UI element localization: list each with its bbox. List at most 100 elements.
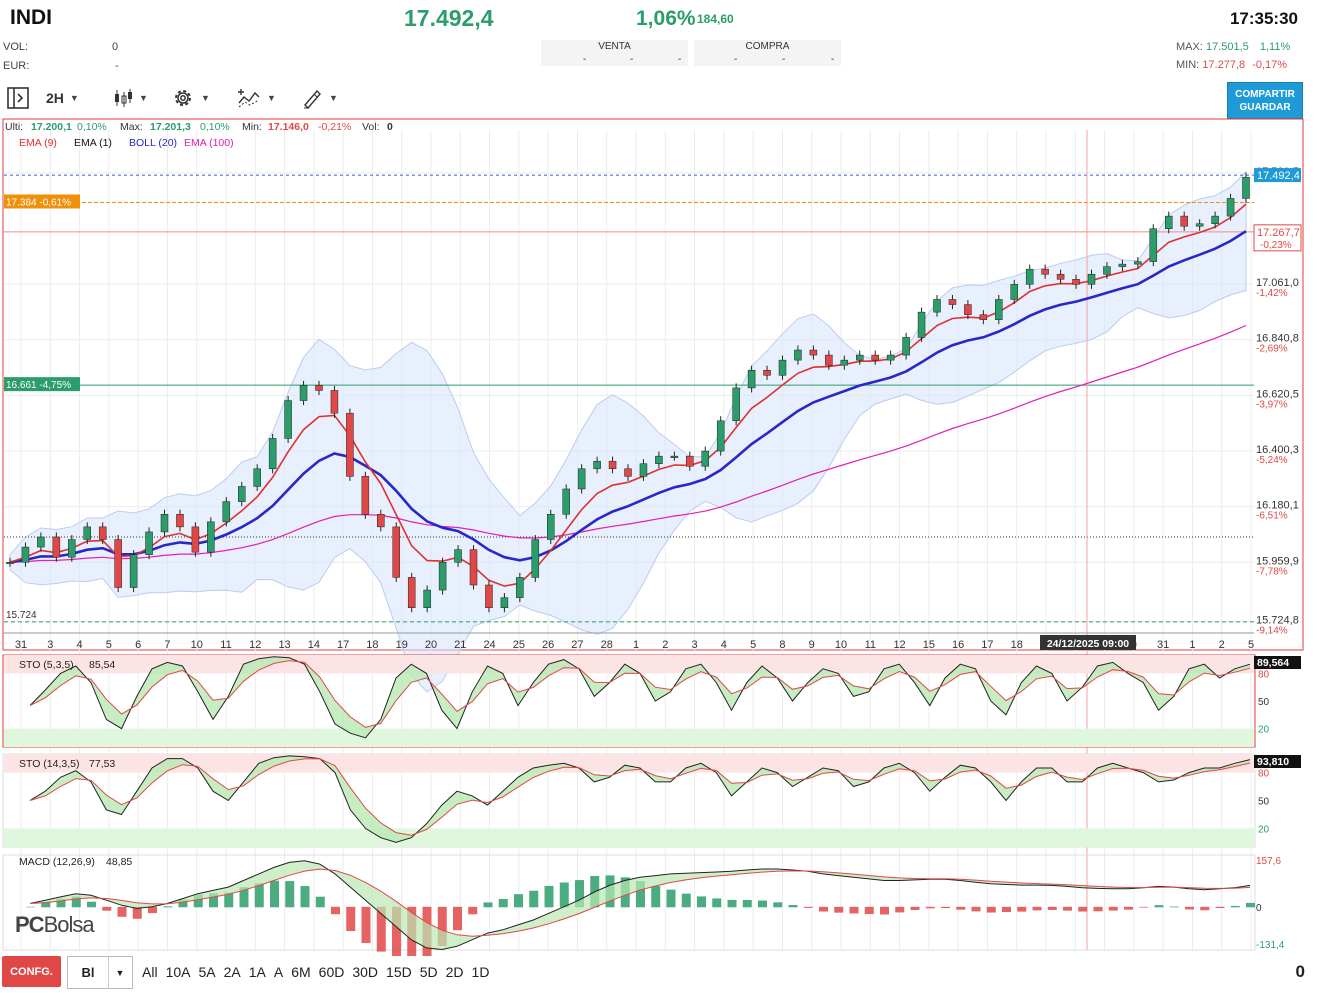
macd-histogram-bar (1200, 906, 1210, 911)
info-bar-text: 17.146,0 (268, 121, 309, 133)
candle-body (1211, 215, 1219, 224)
book-dash: - (782, 54, 786, 65)
config-button[interactable]: CONFG. (2, 956, 61, 987)
eur-value: - (115, 60, 119, 72)
x-tick-label: 16 (952, 639, 964, 651)
x-tick-label: 31 (1157, 639, 1169, 651)
book-dash: - (583, 54, 587, 65)
candle-body (268, 438, 277, 470)
macd-histogram-bar (1047, 906, 1057, 910)
range-button[interactable]: 15D (386, 963, 412, 980)
candle-body (1180, 215, 1188, 227)
axis-percent-label: -6,51% (1256, 511, 1288, 522)
candle-body (485, 584, 493, 608)
x-tick-label: 5 (750, 639, 756, 651)
axis-price-label: 16.840,8 (1256, 333, 1299, 345)
range-button[interactable]: 30D (352, 963, 379, 980)
green-level-tag (4, 377, 80, 392)
candles (6, 172, 1250, 613)
x-tick-label: 19 (396, 639, 408, 651)
macd-histogram-bar (453, 906, 462, 931)
eur-label: EUR: (3, 60, 30, 72)
candle-type-dropdown[interactable]: ▼ (111, 84, 148, 112)
range-button[interactable]: 1A (248, 963, 266, 980)
candle-body (1087, 273, 1096, 285)
low-level-label: 15.724 (6, 610, 37, 621)
macd-histogram-bar (849, 906, 859, 914)
candle-body (516, 577, 524, 598)
x-tick-label: 31 (15, 639, 27, 651)
macd-histogram-bar (773, 902, 783, 908)
range-button[interactable]: 5A (198, 963, 216, 980)
min-value: 17.277,8 (1202, 59, 1246, 71)
share-save-button[interactable]: COMPARTIR GUARDAR (1227, 82, 1303, 119)
candle-body (37, 536, 45, 548)
axis-percent-label: -3,97% (1256, 399, 1288, 410)
x-tick-label: 14 (308, 639, 320, 651)
stochastic-d-line (29, 758, 1251, 836)
macd-histogram-bar (498, 898, 508, 908)
candle-body (238, 486, 246, 502)
range-button[interactable]: A (273, 963, 284, 980)
candle-body (392, 526, 400, 578)
x-tick-label: 13 (278, 639, 290, 651)
chart-type-select[interactable]: Bl ▼ (67, 956, 133, 989)
macd-histogram-bar (1154, 905, 1164, 908)
info-bar-text: 0 (387, 121, 393, 133)
candle-body (299, 385, 308, 401)
candle-body (593, 460, 601, 470)
range-button[interactable]: All (142, 963, 158, 980)
macd-histogram-bar (956, 906, 966, 910)
chevron-down-icon: ▼ (69, 93, 79, 103)
min-percent: -0,17% (1252, 59, 1288, 71)
macd-histogram-bar (437, 906, 447, 946)
macd-histogram-bar (681, 893, 691, 908)
range-button[interactable]: 2A (223, 963, 241, 980)
macd-histogram-bar (712, 898, 722, 908)
x-tick-label: 26 (542, 639, 554, 651)
macd-histogram-bar (132, 906, 142, 919)
sto-current-bg (1254, 755, 1301, 768)
range-button[interactable]: 1D (471, 963, 490, 980)
range-button[interactable]: 60D (318, 963, 345, 980)
candle-body (377, 514, 385, 528)
candle-body (52, 536, 61, 558)
macd-histogram-bar (742, 899, 752, 908)
macd-histogram-bar (41, 902, 51, 908)
drawing-dropdown[interactable]: ▼ (301, 84, 338, 112)
change-absolute: 184,60 (697, 12, 734, 26)
settings-dropdown[interactable]: ▼ (171, 84, 210, 112)
range-button[interactable]: 5D (419, 963, 438, 980)
range-button[interactable]: 2D (445, 963, 464, 980)
x-tick-label: 21 (454, 639, 466, 651)
candle-body (809, 349, 818, 356)
range-button[interactable]: 10A (165, 963, 191, 980)
candle-body (747, 369, 756, 389)
x-tick-label: 20 (425, 639, 437, 651)
settings-gear-icon (175, 90, 191, 106)
macd-histogram-bar (1002, 906, 1011, 912)
candle-type-icon (115, 89, 132, 107)
candle-body (346, 412, 354, 477)
candle-body (1041, 268, 1049, 275)
sto-level-label: 50 (1258, 697, 1270, 708)
indicators-dropdown[interactable]: ▼ (237, 84, 276, 112)
macd-histogram-bar (529, 890, 539, 908)
macd-histogram-bar (1108, 906, 1118, 911)
interval-dropdown[interactable]: 2H ▼ (46, 84, 79, 112)
legend-entry: EMA (100) (184, 137, 234, 149)
bollinger-band (9, 170, 1247, 693)
change-percent: 1,06% (636, 7, 696, 30)
x-tick-label: 2 (1219, 639, 1225, 651)
candle-body (825, 354, 833, 366)
last-price: 17.492,4 (404, 5, 494, 31)
panel-toggle-button[interactable] (6, 84, 30, 112)
x-tick-label: 1 (1189, 639, 1195, 651)
sto-value: 77,53 (89, 758, 115, 770)
candle-body (1242, 176, 1250, 199)
sto-title: STO (14,3,5) (19, 758, 80, 770)
macd-histogram-bar (636, 881, 645, 908)
range-button[interactable]: 6M (291, 963, 311, 980)
